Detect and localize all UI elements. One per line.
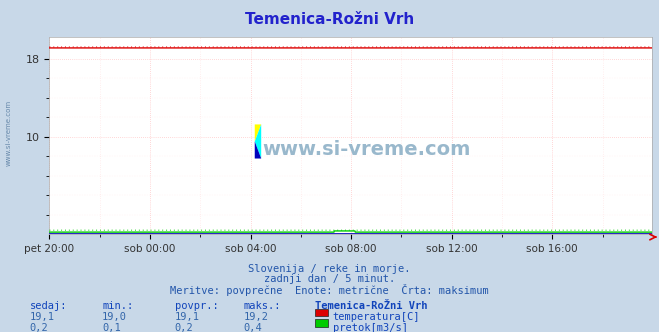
- Polygon shape: [255, 141, 261, 159]
- Text: 19,1: 19,1: [30, 312, 55, 322]
- Text: temperatura[C]: temperatura[C]: [333, 312, 420, 322]
- Text: Meritve: povprečne  Enote: metrične  Črta: maksimum: Meritve: povprečne Enote: metrične Črta:…: [170, 284, 489, 296]
- Text: Slovenija / reke in morje.: Slovenija / reke in morje.: [248, 264, 411, 274]
- Text: 0,2: 0,2: [30, 323, 48, 332]
- Text: maks.:: maks.:: [244, 301, 281, 311]
- Text: Temenica-RoŽni Vrh: Temenica-RoŽni Vrh: [315, 301, 428, 311]
- Text: pretok[m3/s]: pretok[m3/s]: [333, 323, 408, 332]
- Text: 0,2: 0,2: [175, 323, 193, 332]
- Text: zadnji dan / 5 minut.: zadnji dan / 5 minut.: [264, 274, 395, 284]
- Text: 19,0: 19,0: [102, 312, 127, 322]
- Text: 0,1: 0,1: [102, 323, 121, 332]
- Text: 19,1: 19,1: [175, 312, 200, 322]
- Text: sedaj:: sedaj:: [30, 301, 67, 311]
- Text: 19,2: 19,2: [244, 312, 269, 322]
- Text: povpr.:: povpr.:: [175, 301, 218, 311]
- Text: 0,4: 0,4: [244, 323, 262, 332]
- Polygon shape: [255, 124, 261, 159]
- Text: www.si-vreme.com: www.si-vreme.com: [5, 100, 12, 166]
- Text: Temenica-Rožni Vrh: Temenica-Rožni Vrh: [245, 12, 414, 27]
- Polygon shape: [255, 124, 261, 141]
- Text: min.:: min.:: [102, 301, 133, 311]
- Text: www.si-vreme.com: www.si-vreme.com: [262, 140, 471, 159]
